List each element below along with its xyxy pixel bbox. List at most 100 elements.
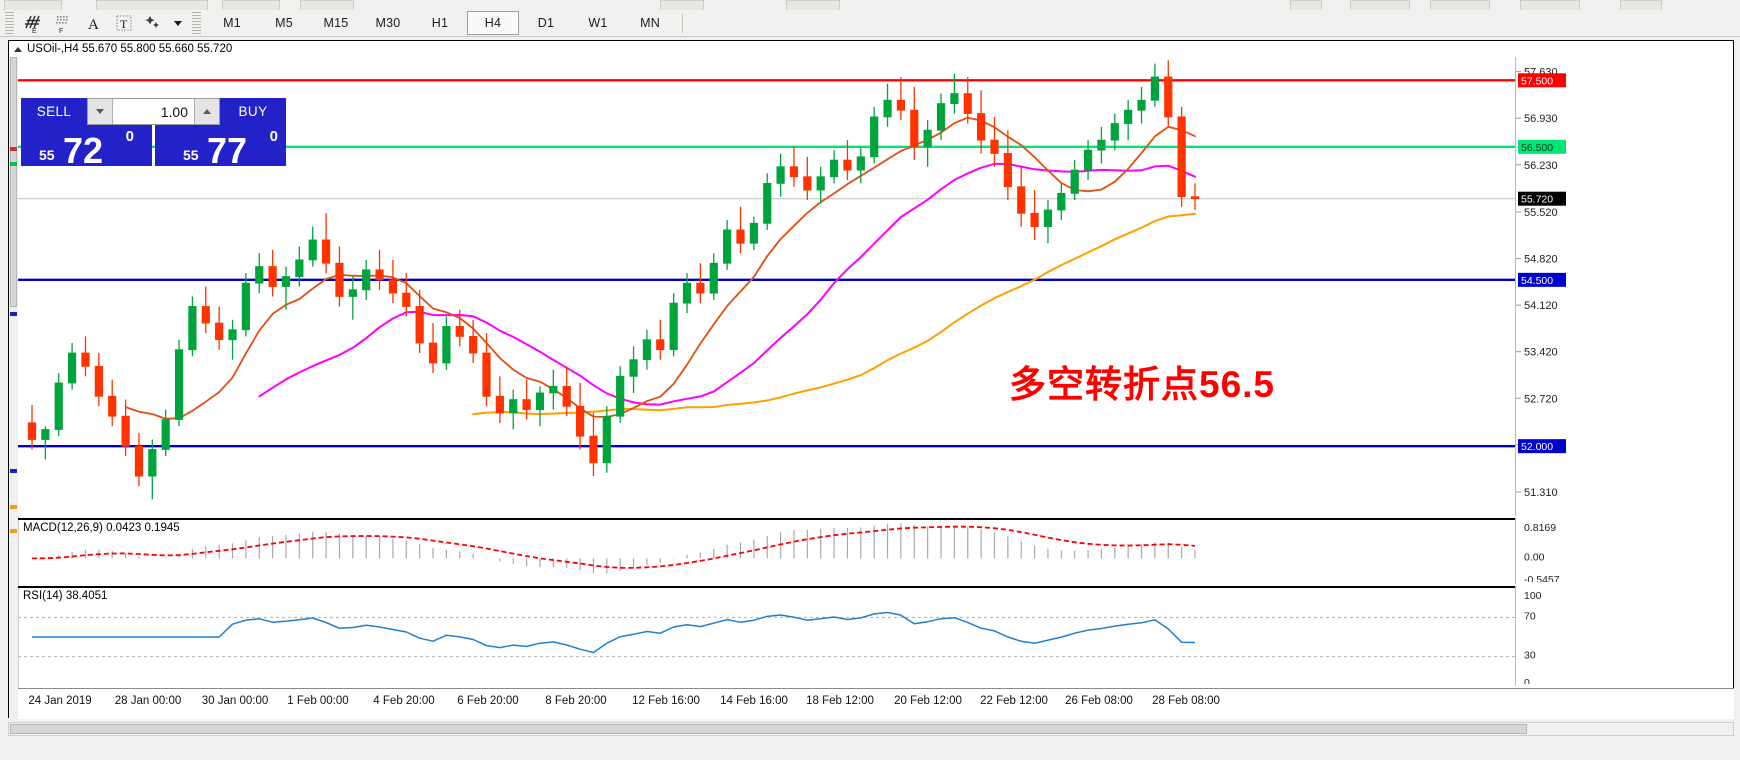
scroll-marker-blue (10, 312, 17, 316)
deal-price-row: 55 72 0 55 77 0 (21, 125, 286, 171)
volume-decrement-button[interactable] (88, 99, 113, 124)
time-axis-tick: 28 Feb 08:00 (1152, 695, 1220, 707)
svg-text:52.000: 52.000 (1521, 441, 1553, 453)
time-axis-tick: 1 Feb 00:00 (287, 695, 349, 707)
timeframe-m5[interactable]: M5 (275, 16, 293, 30)
time-axis[interactable]: 24 Jan 2019 28 Jan 00:00 30 Jan 00:00 1 Feb… (18, 688, 1734, 719)
toolbar-separator (682, 13, 683, 33)
chart-annotation-text: 多空转折点56.5 (1009, 364, 1276, 405)
volume-value[interactable]: 1.00 (160, 103, 188, 120)
time-axis-tick: 14 Feb 16:00 (720, 695, 788, 707)
time-axis-tick: 24 Jan 2019 (28, 695, 92, 707)
svg-text:0.8169: 0.8169 (1524, 522, 1556, 534)
svg-text:100: 100 (1524, 590, 1542, 602)
deal-top-row: SELL 1.00 BUY (21, 98, 286, 125)
svg-text:56.230: 56.230 (1524, 160, 1558, 172)
buy-price-display[interactable]: 55 77 0 (155, 125, 286, 171)
sell-button[interactable]: SELL (21, 98, 87, 125)
price-axis[interactable]: 57.630 56.930 56.230 55.520 54.820 54.120 53.4… (1515, 57, 1733, 516)
scroll-marker-orange (10, 505, 17, 509)
buy-button[interactable]: BUY (220, 98, 286, 125)
text-label-icon[interactable]: T (109, 11, 139, 35)
svg-text:70: 70 (1524, 610, 1536, 622)
time-axis-tick: 18 Feb 12:00 (806, 695, 874, 707)
chart-frame: USOil-,H4 55.670 55.800 55.660 55.720 57… (8, 40, 1734, 719)
timeframe-h1[interactable]: H1 (431, 16, 449, 30)
svg-text:30: 30 (1524, 650, 1536, 662)
timeframe-d1[interactable]: D1 (537, 16, 555, 30)
time-axis-tick: 12 Feb 16:00 (632, 695, 700, 707)
objects-icon[interactable] (139, 11, 169, 35)
timeframe-m1[interactable]: M1 (223, 16, 241, 30)
volume-increment-button[interactable] (194, 99, 219, 124)
price-axis-ticks-svg: 57.63056.93056.23055.52054.82054.12053.4… (1516, 67, 1566, 499)
text-icon[interactable]: A (79, 11, 109, 35)
chart-toolbar: E F A T (0, 10, 1740, 37)
time-axis-tick: 28 Jan 00:00 (114, 695, 182, 707)
horizontal-scrollbar-thumb[interactable] (10, 724, 1528, 734)
svg-text:54.120: 54.120 (1524, 300, 1558, 312)
volume-stepper[interactable]: 1.00 (87, 98, 220, 125)
toolbar-grip[interactable] (5, 12, 14, 34)
svg-text:0: 0 (1524, 677, 1530, 684)
time-axis-tick: 26 Feb 08:00 (1065, 695, 1133, 707)
svg-text:-0.5457: -0.5457 (1524, 574, 1560, 582)
vertical-scrollbar-thumb[interactable] (10, 57, 17, 307)
rsi-label: RSI(14) 38.4051 (23, 590, 108, 602)
scroll-marker-orange (10, 529, 17, 533)
svg-text:53.420: 53.420 (1524, 347, 1558, 359)
time-axis-tick: 6 Feb 20:00 (457, 695, 519, 707)
symbol-label: USOil-,H4 55.670 55.800 55.660 55.720 (27, 43, 233, 55)
macd-axis: 0.8169 0.00 -0.5457 (1515, 518, 1733, 586)
chevron-down-icon[interactable] (169, 11, 187, 35)
time-axis-tick: 8 Feb 20:00 (545, 695, 607, 707)
symbol-expand-icon[interactable] (14, 46, 22, 52)
macd-svg (31, 523, 1196, 574)
svg-text:E: E (32, 28, 37, 33)
svg-text:51.310: 51.310 (1524, 487, 1558, 499)
timeframe-h4[interactable]: H4 (467, 11, 519, 35)
timeframe-mn[interactable]: MN (640, 16, 660, 30)
scroll-marker-blue (10, 469, 17, 473)
timeframe-w1[interactable]: W1 (588, 16, 608, 30)
svg-text:T: T (120, 17, 128, 31)
svg-text:55.720: 55.720 (1521, 194, 1553, 206)
timeframe-m30[interactable]: M30 (375, 16, 401, 30)
buy-price-whole: 55 (183, 147, 199, 163)
macd-axis-svg: 0.8169 0.00 -0.5457 (1524, 522, 1560, 586)
sell-price-display[interactable]: 55 72 0 (21, 125, 152, 171)
buy-price-sup: 0 (269, 128, 278, 145)
templates-icon[interactable]: F (49, 11, 79, 35)
rsi-svg (18, 611, 1515, 658)
time-axis-tick: 20 Feb 12:00 (894, 695, 962, 707)
svg-text:55.520: 55.520 (1524, 207, 1558, 219)
indicators-icon[interactable]: E (19, 11, 49, 35)
time-axis-tick: 22 Feb 12:00 (980, 695, 1048, 707)
svg-text:57.500: 57.500 (1521, 75, 1553, 87)
rsi-axis-svg: 100 70 30 0 (1524, 590, 1542, 689)
svg-text:54.820: 54.820 (1524, 254, 1558, 266)
rsi-plot (18, 588, 1515, 686)
scroll-marker-red (10, 147, 17, 151)
scroll-marker-green (10, 162, 17, 166)
svg-text:A: A (88, 17, 99, 33)
rsi-panel[interactable]: RSI(14) 38.4051 (18, 586, 1734, 686)
svg-text:56.930: 56.930 (1524, 113, 1558, 125)
macd-plot (18, 520, 1515, 584)
horizontal-scrollbar[interactable] (8, 722, 1734, 736)
time-axis-tick: 30 Jan 00:00 (201, 695, 269, 707)
svg-text:0.00: 0.00 (1524, 551, 1545, 563)
svg-text:56.500: 56.500 (1521, 142, 1553, 154)
buy-price-big: 77 (207, 130, 248, 171)
svg-text:54.500: 54.500 (1521, 275, 1553, 287)
timeframe-group-grip[interactable] (192, 12, 201, 34)
macd-label: MACD(12,26,9) 0.0423 0.1945 (23, 522, 180, 534)
sell-price-big: 72 (63, 130, 104, 171)
rsi-axis: 100 70 30 0 (1515, 586, 1733, 689)
sell-price-whole: 55 (39, 147, 55, 163)
one-click-trading-panel[interactable]: SELL 1.00 BUY 55 72 0 55 77 0 (21, 98, 286, 171)
timeframe-m15[interactable]: M15 (323, 16, 349, 30)
macd-panel[interactable]: MACD(12,26,9) 0.0423 0.1945 (18, 518, 1734, 584)
svg-text:F: F (59, 28, 63, 33)
